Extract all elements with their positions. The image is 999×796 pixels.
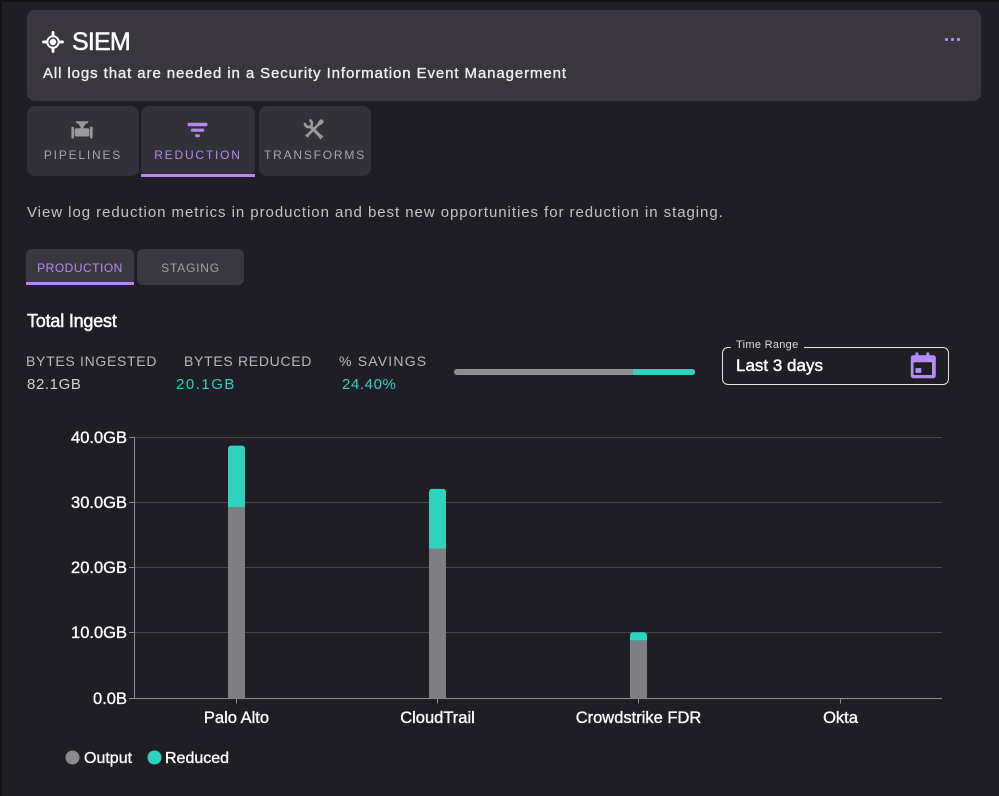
svg-text:10.0GB: 10.0GB — [71, 624, 127, 642]
svg-text:30.0GB: 30.0GB — [71, 494, 127, 512]
svg-text:Reduced: Reduced — [165, 750, 229, 767]
svg-text:Crowdstrike FDR: Crowdstrike FDR — [576, 709, 702, 727]
svg-text:0.0B: 0.0B — [93, 690, 127, 708]
svg-text:Okta: Okta — [823, 709, 859, 727]
svg-text:Palo Alto: Palo Alto — [204, 709, 269, 727]
svg-text:40.0GB: 40.0GB — [71, 429, 127, 447]
svg-text:CloudTrail: CloudTrail — [400, 709, 475, 727]
svg-text:20.0GB: 20.0GB — [71, 559, 127, 577]
svg-text:Output: Output — [84, 750, 133, 767]
